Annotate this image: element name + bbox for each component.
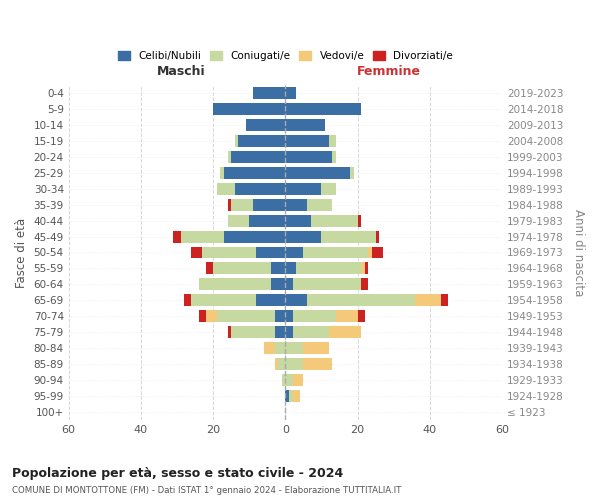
Bar <box>253 87 286 99</box>
Bar <box>286 374 293 386</box>
Bar <box>440 294 448 306</box>
Bar <box>199 310 206 322</box>
Bar <box>275 342 286 354</box>
Bar <box>286 182 322 194</box>
Bar <box>227 326 231 338</box>
Bar <box>286 103 361 115</box>
Bar <box>231 150 286 162</box>
Bar <box>238 134 286 146</box>
Bar <box>350 166 354 178</box>
Bar <box>293 310 336 322</box>
Legend: Celibi/Nubili, Coniugati/e, Vedovi/e, Divorziati/e: Celibi/Nubili, Coniugati/e, Vedovi/e, Di… <box>113 46 457 65</box>
Bar <box>286 134 329 146</box>
Y-axis label: Anni di nascita: Anni di nascita <box>572 209 585 296</box>
Bar <box>278 358 286 370</box>
Bar <box>275 310 286 322</box>
Bar <box>213 262 271 274</box>
Bar <box>286 166 350 178</box>
Text: Femmine: Femmine <box>358 65 421 78</box>
Bar <box>217 182 235 194</box>
Bar <box>275 358 278 370</box>
Bar <box>293 326 329 338</box>
Bar <box>213 103 286 115</box>
Bar <box>307 198 332 210</box>
Bar <box>231 326 275 338</box>
Bar <box>224 230 286 242</box>
Bar <box>307 294 415 306</box>
Bar <box>286 198 307 210</box>
Bar <box>256 294 286 306</box>
Bar <box>286 87 296 99</box>
Bar <box>206 310 217 322</box>
Bar <box>231 198 253 210</box>
Bar <box>304 342 329 354</box>
Bar <box>181 230 224 242</box>
Bar <box>263 342 275 354</box>
Bar <box>368 246 372 258</box>
Bar <box>286 358 304 370</box>
Text: COMUNE DI MONTOTTONE (FM) - Dati ISTAT 1° gennaio 2024 - Elaborazione TUTTITALIA: COMUNE DI MONTOTTONE (FM) - Dati ISTAT 1… <box>12 486 401 495</box>
Bar <box>271 278 286 290</box>
Bar <box>282 374 286 386</box>
Bar <box>184 294 191 306</box>
Bar <box>415 294 440 306</box>
Bar <box>286 294 307 306</box>
Bar <box>286 119 325 130</box>
Bar <box>220 166 224 178</box>
Bar <box>286 262 296 274</box>
Bar <box>286 246 304 258</box>
Bar <box>293 278 361 290</box>
Bar <box>206 262 213 274</box>
Bar <box>329 134 336 146</box>
Bar <box>293 374 304 386</box>
Bar <box>275 326 286 338</box>
Bar <box>311 214 358 226</box>
Text: Maschi: Maschi <box>157 65 206 78</box>
Bar <box>235 182 286 194</box>
Bar <box>256 246 286 258</box>
Bar <box>253 198 286 210</box>
Bar <box>304 358 332 370</box>
Y-axis label: Fasce di età: Fasce di età <box>15 218 28 288</box>
Bar <box>199 278 271 290</box>
Bar <box>376 230 379 242</box>
Bar <box>286 310 293 322</box>
Bar <box>191 294 256 306</box>
Bar <box>358 214 361 226</box>
Bar <box>332 150 336 162</box>
Bar <box>227 214 249 226</box>
Text: Popolazione per età, sesso e stato civile - 2024: Popolazione per età, sesso e stato civil… <box>12 468 343 480</box>
Bar <box>322 230 376 242</box>
Bar <box>286 278 293 290</box>
Bar <box>286 150 332 162</box>
Bar <box>372 246 383 258</box>
Bar <box>286 230 322 242</box>
Bar <box>293 390 300 402</box>
Bar <box>191 246 202 258</box>
Bar <box>361 278 368 290</box>
Bar <box>224 166 286 178</box>
Bar <box>286 342 304 354</box>
Bar <box>227 150 231 162</box>
Bar <box>361 262 365 274</box>
Bar <box>286 326 293 338</box>
Bar <box>235 134 238 146</box>
Bar <box>286 214 311 226</box>
Bar <box>358 310 365 322</box>
Bar <box>202 246 256 258</box>
Bar <box>322 182 336 194</box>
Bar <box>245 119 286 130</box>
Bar <box>217 310 275 322</box>
Bar <box>304 246 368 258</box>
Bar <box>289 390 293 402</box>
Bar <box>296 262 361 274</box>
Bar <box>249 214 286 226</box>
Bar <box>286 390 289 402</box>
Bar <box>271 262 286 274</box>
Bar <box>173 230 181 242</box>
Bar <box>329 326 361 338</box>
Bar <box>227 198 231 210</box>
Bar <box>336 310 358 322</box>
Bar <box>365 262 368 274</box>
